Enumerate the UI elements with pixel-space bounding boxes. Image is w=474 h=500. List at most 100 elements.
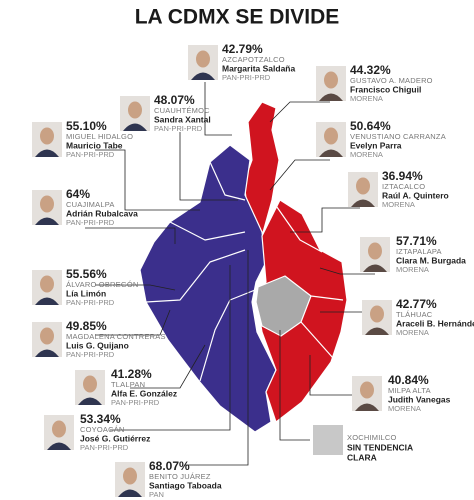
borough-name: TLÁHUAC xyxy=(396,310,433,319)
candidate: Santiago Taboada xyxy=(149,480,222,490)
borough-name: ÁLVARO OBREGÓN xyxy=(66,280,139,289)
candidate: Francisco Chiguil xyxy=(350,84,421,94)
photo-body xyxy=(363,264,387,272)
percent: 53.34% xyxy=(80,412,121,426)
party: PAN-PRI-PRD xyxy=(66,298,115,307)
leader-line xyxy=(110,265,231,431)
borough-name: GUSTAVO A. MADERO xyxy=(350,76,433,85)
boundary xyxy=(310,295,344,301)
percent: 57.71% xyxy=(396,234,437,248)
candidate: Margarita Saldaña xyxy=(222,63,295,73)
photo-face xyxy=(40,327,54,345)
photo-face xyxy=(40,195,54,213)
boundary xyxy=(300,321,334,359)
photo-body xyxy=(78,397,102,405)
borough-name: MILPA ALTA xyxy=(388,386,431,395)
candidate: Luis G. Quijano xyxy=(66,340,129,350)
borough-name: CUAJIMALPA xyxy=(66,200,115,209)
photo-face xyxy=(360,381,374,399)
borough-name: COYOACÁN xyxy=(80,425,125,434)
leader-line xyxy=(279,330,310,441)
party: PAN-PRI-PRD xyxy=(66,150,115,159)
candidate: Clara M. Burgada xyxy=(396,255,466,265)
party: PAN-PRI-PRD xyxy=(222,73,271,82)
borough-name: AZCAPOTZALCO xyxy=(222,55,285,64)
candidate: Alfa E. González xyxy=(111,388,177,398)
borough-name: CUAUHTÉMOC xyxy=(154,106,210,115)
photo-face xyxy=(324,71,338,89)
boundary xyxy=(169,221,246,241)
photo-face xyxy=(368,242,382,260)
candidate: Raúl A. Quintero xyxy=(382,190,449,200)
party: PAN-PRI-PRD xyxy=(66,218,115,227)
party: PAN-PRI-PRD xyxy=(154,124,203,133)
party: PAN xyxy=(149,490,164,499)
photo-body xyxy=(191,72,215,80)
party: MORENA xyxy=(396,328,429,337)
legend-swatch xyxy=(313,425,343,455)
photo-body xyxy=(35,349,59,357)
legend-label: SIN TENDENCIA xyxy=(347,442,413,452)
photo-face xyxy=(83,375,97,393)
photo-face xyxy=(356,177,370,195)
boundary xyxy=(145,249,246,303)
leader-line xyxy=(130,344,206,389)
percent: 41.28% xyxy=(111,367,152,381)
leader-line xyxy=(95,149,200,211)
leader-line xyxy=(319,267,375,275)
photo-body xyxy=(118,489,142,497)
party: MORENA xyxy=(396,265,429,274)
percent: 44.32% xyxy=(350,63,391,77)
percent: 42.77% xyxy=(396,297,437,311)
candidate: José G. Gutiérrez xyxy=(80,433,150,443)
legend-borough: XOCHIMILCO xyxy=(347,433,397,442)
legend-label: CLARA xyxy=(347,452,377,462)
borough-name: IZTACALCO xyxy=(382,182,425,191)
leader-line xyxy=(179,132,238,201)
photo-face xyxy=(324,127,338,145)
photo-body xyxy=(319,93,343,101)
candidate: Sandra Xantal xyxy=(154,114,211,124)
boundary xyxy=(199,289,256,382)
leader-line xyxy=(85,227,176,244)
photo-body xyxy=(123,123,147,131)
party: MORENA xyxy=(350,150,383,159)
leader-line xyxy=(95,284,176,291)
photo-face xyxy=(52,420,66,438)
percent: 48.07% xyxy=(154,93,195,107)
candidate: Lía Limón xyxy=(66,288,106,298)
photo-body xyxy=(351,199,375,207)
photo-body xyxy=(35,217,59,225)
leader-line xyxy=(185,250,249,466)
candidate: Adrián Rubalcava xyxy=(66,208,138,218)
photo-face xyxy=(40,127,54,145)
borough-name: MAGDALENA CONTRERAS xyxy=(66,332,166,341)
boundary xyxy=(271,199,323,253)
photo-face xyxy=(40,275,54,293)
percent: 55.56% xyxy=(66,267,107,281)
photo-body xyxy=(355,403,379,411)
borough-name: VENUSTIANO CARRANZA xyxy=(350,132,446,141)
leader-line xyxy=(269,159,330,191)
leader-line xyxy=(309,355,362,396)
borough-name: MIGUEL HIDALGO xyxy=(66,132,133,141)
percent: 68.07% xyxy=(149,459,190,473)
borough-name: TLALPAN xyxy=(111,380,145,389)
party: PAN-PRI-PRD xyxy=(80,443,129,452)
photo-body xyxy=(35,297,59,305)
map xyxy=(139,101,348,433)
leader-lines xyxy=(85,82,375,466)
